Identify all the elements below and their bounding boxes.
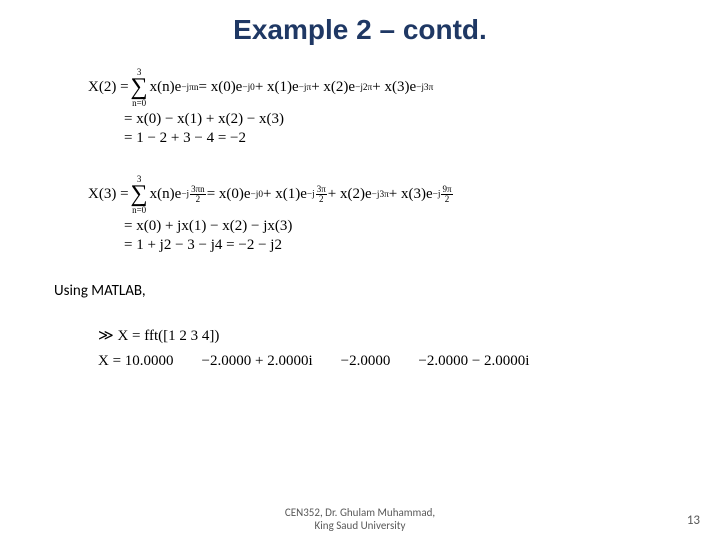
x3-line2: = x(0) + jx(1) − x(2) − jx(3) bbox=[88, 219, 660, 235]
matlab-output: ≫ X = fft([1 2 3 4]) X = 10.0000 −2.0000… bbox=[0, 300, 720, 370]
footer-line1: CEN352, Dr. Ghulam Muhammad, bbox=[0, 506, 720, 519]
matlab-line2: X = 10.0000 −2.0000 + 2.0000i −2.0000 −2… bbox=[98, 353, 720, 370]
x2-line3: = 1 − 2 + 3 − 4 = −2 bbox=[88, 131, 660, 147]
equations: X(2) = 3 ∑ n=0 x(n)e−jπn = x(0)e−j0 + x(… bbox=[0, 46, 720, 254]
footer-line2: King Saud University bbox=[0, 519, 720, 532]
slide-title: Example 2 – contd. bbox=[0, 0, 720, 46]
x2-block: X(2) = 3 ∑ n=0 x(n)e−jπn = x(0)e−j0 + x(… bbox=[88, 68, 660, 147]
x2-line2: = x(0) − x(1) + x(2) − x(3) bbox=[88, 112, 660, 128]
summation: 3 ∑ n=0 bbox=[131, 175, 148, 215]
x3-block: X(3) = 3 ∑ n=0 x(n)e −j3πn2 = x(0)e−j0 +… bbox=[88, 175, 660, 254]
x2-lhs: X(2) = bbox=[88, 80, 129, 96]
matlab-label: Using MATLAB, bbox=[0, 268, 720, 300]
footer: CEN352, Dr. Ghulam Muhammad, King Saud U… bbox=[0, 506, 720, 532]
summation: 3 ∑ n=0 bbox=[131, 68, 148, 108]
x3-line3: = 1 + j2 − 3 − j4 = −2 − j2 bbox=[88, 238, 660, 254]
x3-lhs: X(3) = bbox=[88, 187, 129, 203]
matlab-line1: ≫ X = fft([1 2 3 4]) bbox=[98, 326, 720, 345]
page-number: 13 bbox=[687, 513, 700, 528]
